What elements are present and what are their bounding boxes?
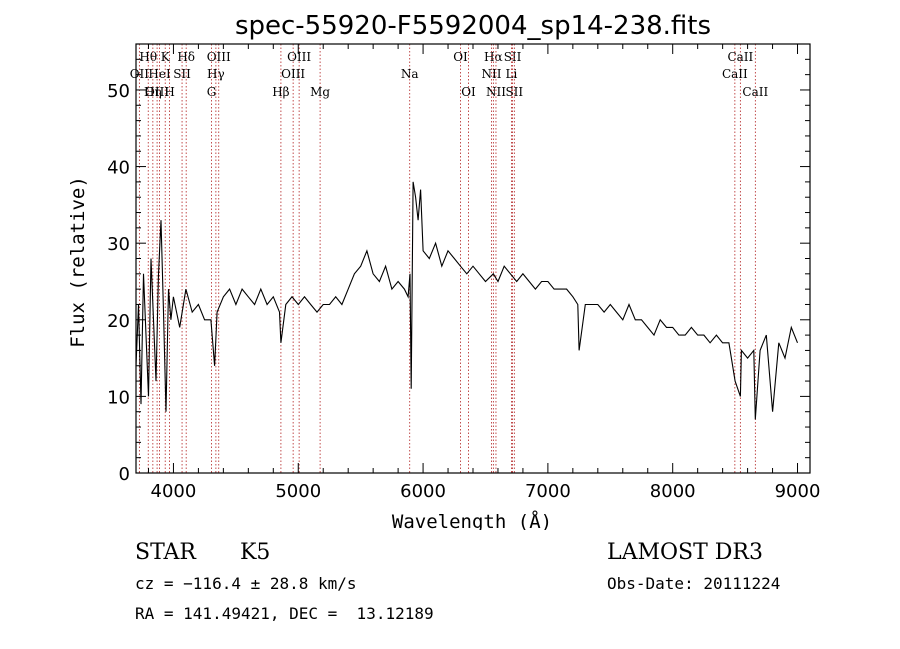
spectral-line-label: OIII xyxy=(281,67,305,81)
spectral-line-label: Hθ xyxy=(139,50,157,64)
spectral-line-label: Mg xyxy=(310,85,330,99)
spectral-line-label: K xyxy=(161,50,171,64)
spectral-line-label: NII xyxy=(481,67,501,81)
spectral-line-label: OI xyxy=(453,50,468,64)
spectral-line-label: HeI xyxy=(148,67,171,81)
chart-title: spec-55920-F5592004_sp14-238.fits xyxy=(235,11,711,41)
x-tick-label: 6000 xyxy=(400,481,446,502)
x-tick-label: 9000 xyxy=(775,481,821,502)
spectral-line-label: OIII xyxy=(207,50,231,64)
object-class: STAR xyxy=(135,540,196,565)
x-tick-label: 7000 xyxy=(525,481,571,502)
observation-date: Obs-Date: 20111224 xyxy=(607,574,781,593)
spectral-line-label: OI xyxy=(461,85,476,99)
y-axis-label: Flux (relative) xyxy=(67,176,89,348)
spectral-line-label: NII xyxy=(486,85,506,99)
plot-area xyxy=(135,181,799,420)
x-axis-label: Wavelength (Å) xyxy=(392,510,552,530)
spectral-line-label: SII xyxy=(504,50,522,64)
plot-frame xyxy=(135,43,811,474)
y-tick-label: 20 xyxy=(107,311,130,332)
y-tick-label: 10 xyxy=(107,387,130,408)
spectral-line-label: Na xyxy=(401,67,419,81)
spectral-line-label: OII xyxy=(130,67,150,81)
spectral-line-label: Li xyxy=(506,67,518,81)
spectrum-chart: spec-55920-F5592004_sp14-238.fits Hθ OII O… xyxy=(67,11,821,530)
survey-name: LAMOST DR3 xyxy=(607,540,763,565)
spectral-line-label: OIII xyxy=(145,85,169,99)
spectral-line-label: SII xyxy=(505,85,523,99)
spectral-line-label: G xyxy=(207,85,217,99)
spectral-line-label: Hη xyxy=(144,85,162,99)
spectral-line-label: CaII xyxy=(727,50,753,64)
x-tick-label: 8000 xyxy=(650,481,696,502)
spectrum-line xyxy=(135,181,799,420)
y-tick-label: 40 xyxy=(107,158,130,179)
y-tick-label: 30 xyxy=(107,234,130,255)
x-tick-label: 4000 xyxy=(151,481,197,502)
spectral-line-label: Hδ xyxy=(177,50,195,64)
object-subclass: K5 xyxy=(240,540,271,565)
x-tick-label: 5000 xyxy=(275,481,321,502)
axes: 4000 5000 6000 7000 8000 9000 0 10 20 30 40 50 xyxy=(107,43,821,502)
spectral-line-label: H xyxy=(164,85,174,99)
y-tick-label: 0 xyxy=(119,464,130,485)
y-tick-label: 50 xyxy=(107,81,130,102)
spectral-line-label: CaII xyxy=(722,67,748,81)
spectral-line-label: CaII xyxy=(742,85,768,99)
spectral-line-label: Hβ xyxy=(272,85,289,99)
coordinates: RA = 141.49421, DEC = 13.12189 xyxy=(135,604,434,623)
spectral-line-label: Hγ xyxy=(207,67,225,81)
redshift-cz: cz = −116.4 ± 28.8 km/s xyxy=(135,574,357,593)
spectral-line-label: SII xyxy=(173,67,191,81)
spectral-line-label: OIII xyxy=(287,50,311,64)
spectral-line-label: Hα xyxy=(484,50,503,64)
